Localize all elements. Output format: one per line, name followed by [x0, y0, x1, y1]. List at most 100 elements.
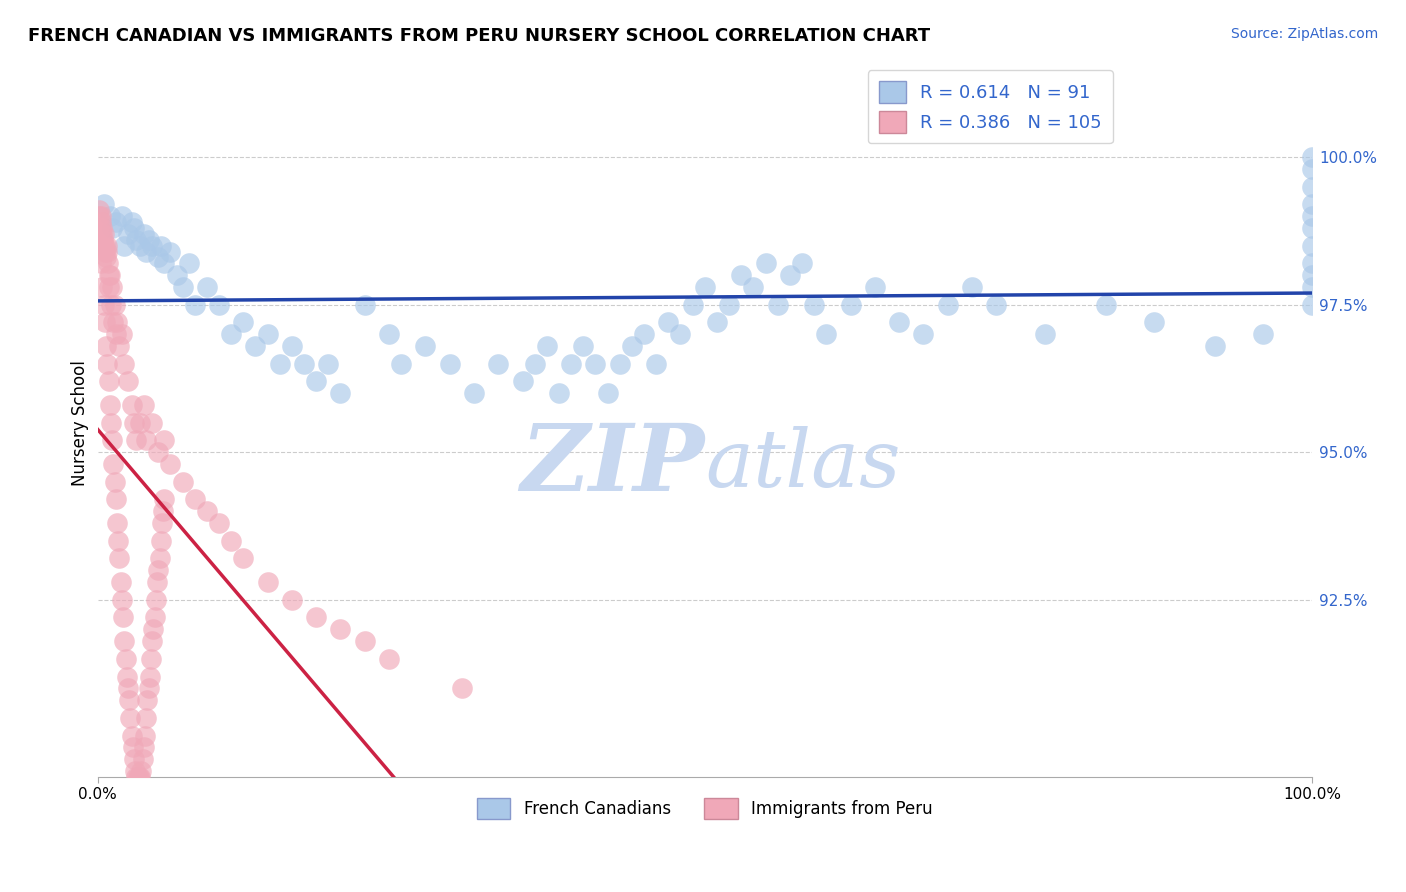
- Point: [1094, 298, 1116, 312]
- Point: [131, 752, 153, 766]
- Point: [706, 315, 728, 329]
- Point: [101, 434, 124, 448]
- Point: [103, 298, 125, 312]
- Point: [645, 357, 668, 371]
- Point: [96, 357, 118, 371]
- Point: [1301, 197, 1323, 211]
- Point: [139, 652, 162, 666]
- Text: FRENCH CANADIAN VS IMMIGRANTS FROM PERU NURSERY SCHOOL CORRELATION CHART: FRENCH CANADIAN VS IMMIGRANTS FROM PERU …: [28, 27, 931, 45]
- Point: [90, 227, 112, 241]
- Point: [153, 434, 176, 448]
- Point: [146, 575, 169, 590]
- Point: [148, 445, 170, 459]
- Point: [1301, 268, 1323, 282]
- Point: [766, 298, 789, 312]
- Point: [232, 551, 254, 566]
- Point: [138, 233, 160, 247]
- Point: [779, 268, 801, 282]
- Point: [183, 298, 205, 312]
- Point: [1301, 161, 1323, 176]
- Point: [104, 215, 127, 229]
- Point: [742, 280, 765, 294]
- Point: [100, 416, 122, 430]
- Point: [1301, 209, 1323, 223]
- Point: [112, 634, 135, 648]
- Point: [1301, 238, 1323, 252]
- Point: [120, 711, 142, 725]
- Point: [142, 622, 165, 636]
- Point: [633, 327, 655, 342]
- Point: [208, 298, 231, 312]
- Point: [100, 298, 122, 312]
- Point: [117, 681, 139, 696]
- Point: [281, 592, 304, 607]
- Point: [98, 398, 121, 412]
- Point: [125, 434, 148, 448]
- Point: [135, 711, 157, 725]
- Point: [93, 238, 115, 252]
- Point: [1301, 220, 1323, 235]
- Point: [112, 610, 135, 624]
- Point: [153, 492, 176, 507]
- Point: [439, 357, 461, 371]
- Point: [112, 357, 135, 371]
- Point: [103, 315, 125, 329]
- Point: [111, 592, 134, 607]
- Y-axis label: Nursery School: Nursery School: [72, 359, 89, 485]
- Point: [585, 357, 607, 371]
- Point: [1301, 179, 1323, 194]
- Point: [560, 357, 582, 371]
- Point: [536, 339, 558, 353]
- Point: [132, 740, 155, 755]
- Point: [353, 298, 375, 312]
- Point: [93, 298, 115, 312]
- Point: [148, 251, 170, 265]
- Point: [1204, 339, 1226, 353]
- Point: [105, 315, 128, 329]
- Point: [863, 280, 886, 294]
- Point: [129, 764, 152, 778]
- Point: [523, 357, 546, 371]
- Point: [117, 375, 139, 389]
- Point: [93, 197, 115, 211]
- Point: [195, 280, 218, 294]
- Point: [960, 280, 983, 294]
- Point: [839, 298, 862, 312]
- Text: ZIP: ZIP: [520, 420, 704, 510]
- Point: [94, 251, 117, 265]
- Point: [129, 770, 152, 784]
- Point: [177, 256, 200, 270]
- Point: [127, 770, 149, 784]
- Point: [124, 764, 146, 778]
- Point: [1033, 327, 1056, 342]
- Point: [195, 504, 218, 518]
- Point: [572, 339, 595, 353]
- Point: [93, 227, 115, 241]
- Point: [112, 238, 135, 252]
- Point: [97, 256, 120, 270]
- Point: [159, 457, 181, 471]
- Point: [91, 280, 114, 294]
- Point: [117, 227, 139, 241]
- Point: [103, 475, 125, 489]
- Text: atlas: atlas: [704, 426, 900, 504]
- Point: [149, 238, 172, 252]
- Point: [232, 315, 254, 329]
- Point: [292, 357, 315, 371]
- Point: [415, 339, 437, 353]
- Point: [451, 681, 474, 696]
- Point: [596, 386, 619, 401]
- Point: [141, 238, 163, 252]
- Point: [986, 298, 1008, 312]
- Point: [329, 386, 352, 401]
- Point: [389, 357, 412, 371]
- Point: [1301, 256, 1323, 270]
- Point: [111, 209, 134, 223]
- Point: [121, 740, 143, 755]
- Point: [138, 681, 160, 696]
- Point: [790, 256, 813, 270]
- Point: [132, 398, 155, 412]
- Point: [90, 215, 112, 229]
- Point: [97, 375, 120, 389]
- Point: [815, 327, 838, 342]
